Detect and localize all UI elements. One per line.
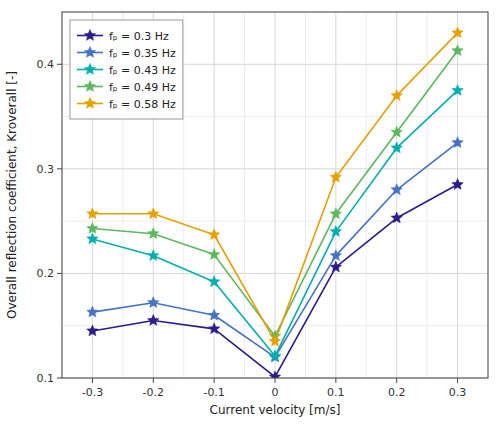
point [87, 325, 98, 336]
point [330, 208, 341, 219]
tick-label: -0.1 [203, 386, 224, 399]
legend-label: fₚ = 0.58 Hz [109, 98, 176, 111]
legend-label: fₚ = 0.43 Hz [109, 64, 176, 77]
point [452, 84, 463, 95]
legend-marker [84, 30, 95, 41]
tick [214, 378, 215, 383]
tick-label: 0.1 [37, 372, 55, 385]
point [330, 250, 341, 261]
point [148, 250, 159, 261]
point [269, 371, 280, 378]
tick [57, 64, 62, 65]
point [208, 309, 219, 320]
point [452, 45, 463, 56]
tick-label: 0.1 [327, 386, 345, 399]
tick [57, 273, 62, 274]
point [391, 212, 402, 223]
tick-label: -0.2 [143, 386, 164, 399]
tick [57, 378, 62, 379]
tick [396, 378, 397, 383]
point [330, 171, 341, 182]
grid-line [275, 12, 276, 378]
plot-frame [62, 12, 488, 378]
point [452, 179, 463, 190]
minor-grid-line [244, 12, 245, 378]
tick-label: 0.2 [388, 386, 406, 399]
point [87, 306, 98, 317]
point [148, 314, 159, 325]
legend-marker [84, 98, 95, 109]
grid-line [457, 12, 458, 378]
point [391, 90, 402, 101]
tick [57, 168, 62, 169]
point [87, 233, 98, 244]
point [391, 126, 402, 137]
grid-line [335, 12, 336, 378]
point [391, 142, 402, 153]
legend-marker [84, 47, 95, 58]
data [87, 27, 464, 378]
tick-label: 0.3 [37, 163, 55, 176]
tick-label: 0.4 [37, 58, 55, 71]
point [148, 297, 159, 308]
point [87, 208, 98, 219]
grid-line [62, 273, 488, 274]
grid-line [396, 12, 397, 378]
plot-area [62, 12, 488, 378]
point [208, 249, 219, 260]
legend-marker [84, 64, 95, 75]
grid [62, 12, 488, 378]
tick [275, 378, 276, 383]
legend-box [70, 20, 183, 119]
point [269, 335, 280, 346]
legend-label: fₚ = 0.3 Hz [109, 30, 169, 43]
minor-grid-line [183, 12, 184, 378]
series-line [92, 90, 457, 356]
x-axis-label: Current velocity [m/s] [210, 403, 341, 417]
chart: -0.3 -0.2 -0.1 0 0.1 0.2 0.3 0.1 0.2 0.3 0.4 Curren… [0, 0, 500, 424]
series-line [92, 143, 457, 357]
point [391, 184, 402, 195]
tick-label: 0 [272, 386, 279, 399]
point [148, 208, 159, 219]
tick [335, 378, 336, 383]
point [452, 27, 463, 38]
legend-label: fₚ = 0.35 Hz [109, 47, 176, 60]
point [87, 222, 98, 233]
tick [92, 378, 93, 383]
point [452, 137, 463, 148]
point [269, 350, 280, 361]
tick-label: 0.2 [37, 267, 55, 280]
point [208, 229, 219, 240]
minor-grid-line [427, 12, 428, 378]
y-axis-label: Overall reflection coefficient, Kroveral… [5, 71, 19, 319]
point [148, 228, 159, 239]
legend-label: fₚ = 0.49 Hz [109, 81, 176, 94]
tick-label: 0.3 [449, 386, 467, 399]
minor-grid-line [366, 12, 367, 378]
tick-label: -0.3 [82, 386, 103, 399]
tick [153, 378, 154, 383]
point [208, 276, 219, 287]
point [330, 226, 341, 237]
legend: fₚ = 0.3 Hz fₚ = 0.35 Hz fₚ = 0.43 Hz fₚ = … [70, 20, 183, 119]
point [208, 323, 219, 334]
tick [457, 378, 458, 383]
legend-marker [84, 81, 95, 92]
